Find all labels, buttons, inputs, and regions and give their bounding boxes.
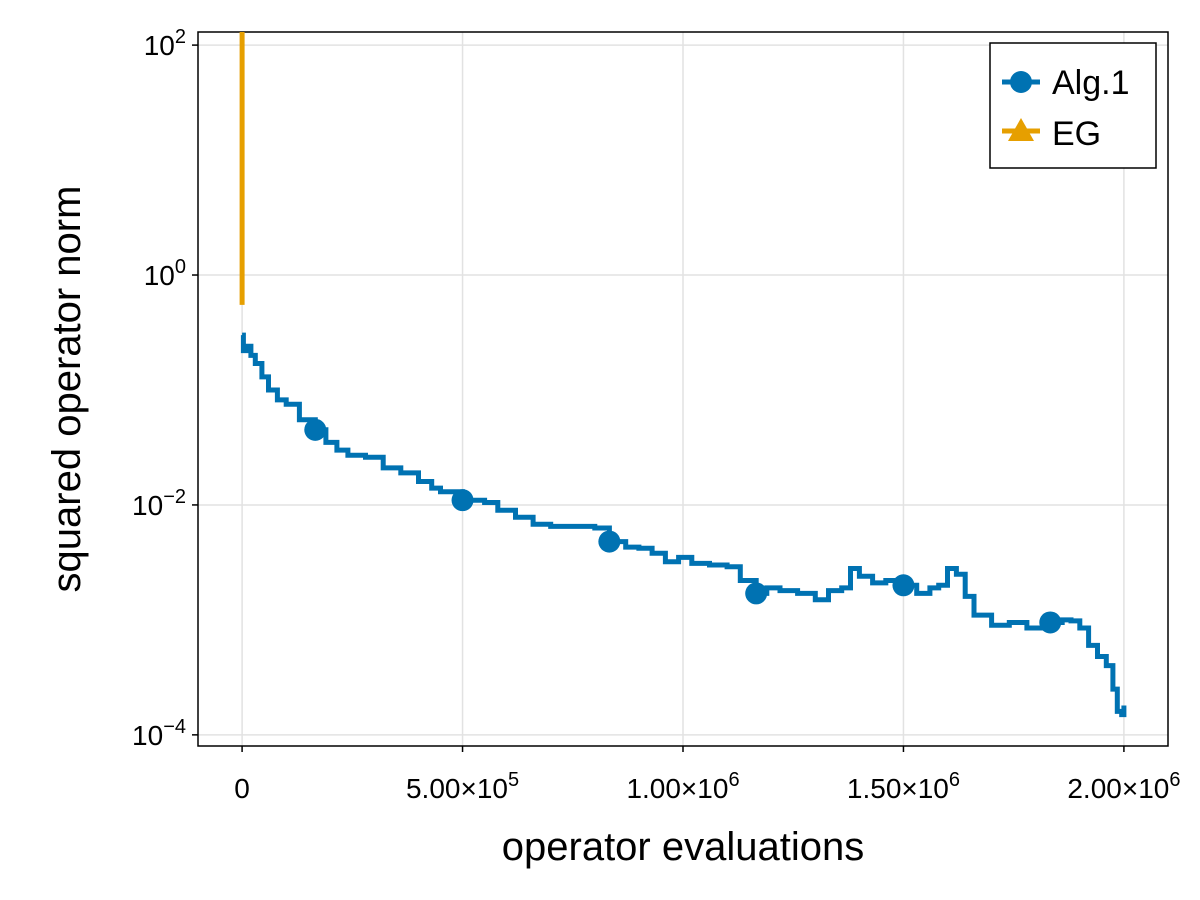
x-tick-label: 5.00×105: [406, 769, 519, 804]
data-point-marker: [451, 489, 474, 512]
data-point-marker: [892, 574, 915, 597]
x-axis-label: operator evaluations: [502, 825, 864, 869]
legend-label-alg1: Alg.1: [1052, 64, 1130, 102]
y-tick-label: 10−4: [132, 716, 186, 751]
y-axis-ticks: 10−4 10−2 100 102: [132, 26, 198, 751]
series-line-alg-1: [240, 332, 1127, 718]
x-axis-ticks: 0 5.00×105 1.00×106 1.50×106 2.00×106: [234, 746, 1180, 804]
x-tick-label: 1.50×106: [847, 769, 960, 804]
legend-marker-triangle-icon: [1008, 118, 1034, 141]
series-layer: [239, 32, 1127, 718]
legend-box: [989, 42, 1157, 169]
y-tick-label: 100: [144, 256, 186, 291]
legend: Alg.1 EG: [989, 42, 1157, 169]
data-point-marker: [304, 418, 327, 441]
data-point-marker: [598, 530, 621, 553]
y-axis-label: squared operator norm: [45, 186, 89, 593]
y-tick-label: 10−2: [132, 486, 186, 521]
legend-marker-circle-icon: [1010, 71, 1032, 93]
y-tick-label: 102: [144, 26, 186, 61]
data-point-marker: [745, 582, 768, 605]
legend-item-alg1: Alg.1: [1002, 64, 1130, 102]
x-tick-label: 1.00×106: [626, 769, 739, 804]
x-tick-label: 0: [234, 773, 250, 804]
legend-item-eg: EG: [1002, 115, 1101, 153]
legend-label-eg: EG: [1052, 115, 1101, 153]
x-tick-label: 2.00×106: [1067, 769, 1180, 804]
data-point-marker: [1039, 611, 1062, 634]
